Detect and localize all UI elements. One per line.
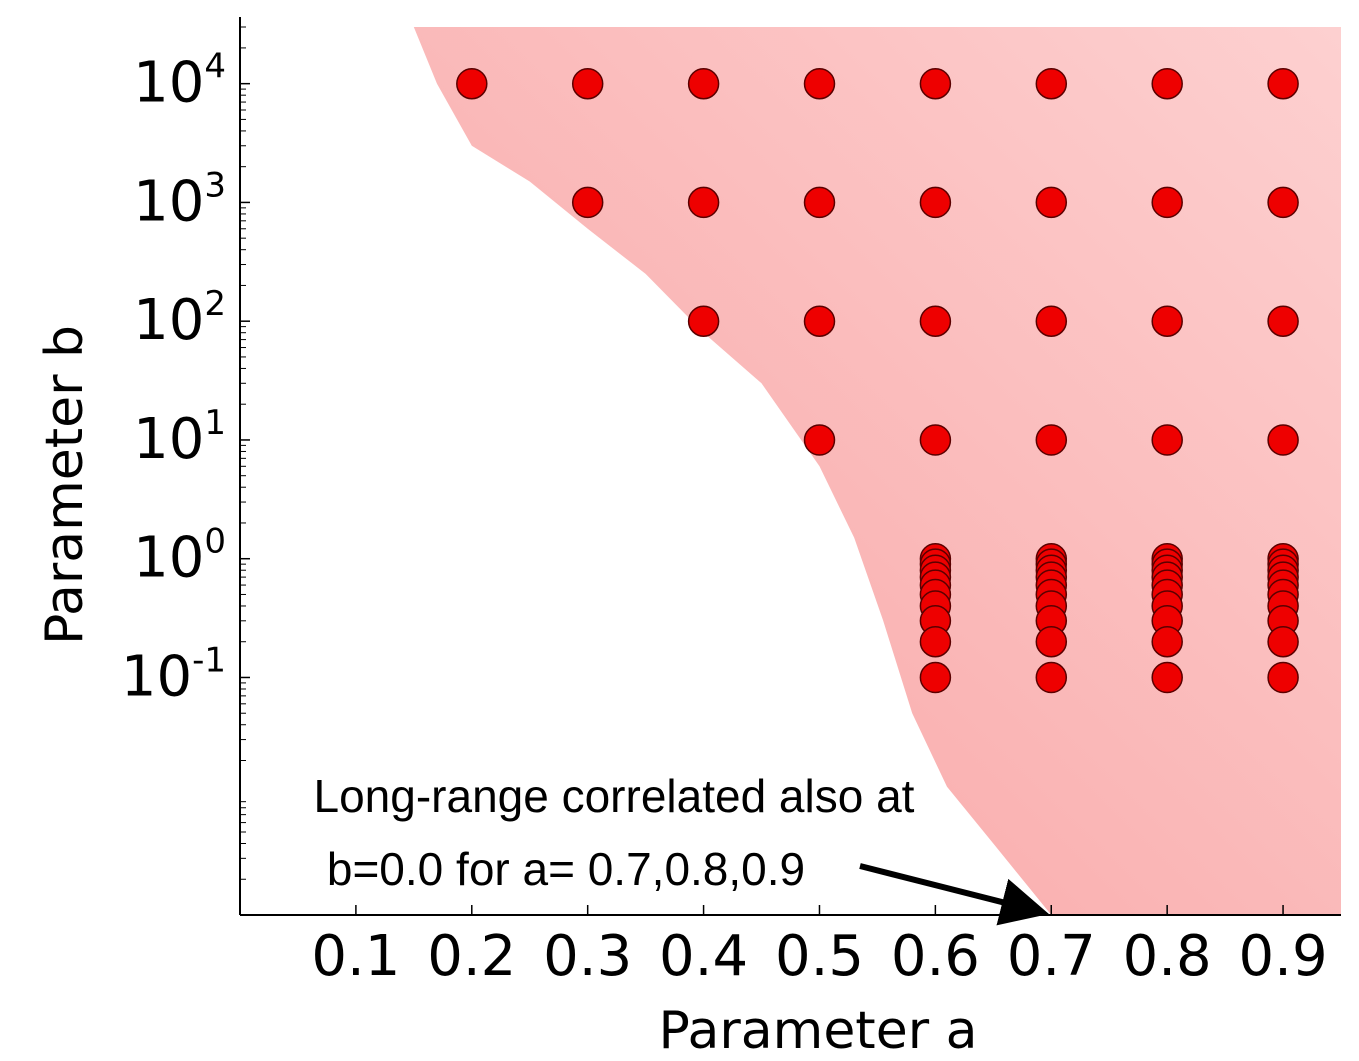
data-point — [1151, 305, 1183, 337]
annotation-line-2: b=0.0 for a= 0.7,0.8,0.9 — [327, 843, 805, 895]
data-point — [803, 424, 836, 456]
x-tick-label: 0.3 — [543, 924, 632, 989]
data-point — [1267, 625, 1299, 658]
annotation-arrow — [859, 863, 1049, 926]
data-point — [1151, 186, 1183, 219]
data-point — [1035, 424, 1068, 456]
data-point — [1035, 67, 1068, 100]
y-tick-label: 102 — [133, 284, 226, 353]
data-points — [456, 67, 1299, 694]
x-tick-label: 0.8 — [1123, 924, 1212, 989]
data-point — [803, 67, 836, 100]
y-tick-label: 10-1 — [121, 640, 226, 709]
data-point — [1151, 625, 1183, 658]
x-tick-label: 0.7 — [1007, 924, 1096, 989]
annotation-line-1: Long-range correlated also at — [314, 770, 915, 822]
x-tick-label: 0.9 — [1239, 924, 1328, 989]
data-point — [1151, 67, 1183, 100]
x-axis-label: Parameter a — [659, 1001, 978, 1061]
correlated-region — [413, 27, 1341, 915]
data-point — [1035, 305, 1068, 337]
data-point — [1267, 305, 1299, 337]
data-point — [687, 186, 720, 219]
data-point — [803, 186, 836, 219]
data-point — [571, 67, 604, 100]
y-tick-label: 101 — [133, 403, 226, 472]
data-point — [919, 67, 952, 100]
x-tick-label: 0.5 — [775, 924, 864, 989]
x-tick-label: 0.1 — [311, 924, 400, 989]
y-tick-label: 104 — [133, 47, 226, 116]
data-point — [1267, 67, 1299, 100]
data-point — [919, 186, 952, 219]
y-tick-label: 100 — [133, 522, 226, 591]
x-tick-label: 0.2 — [427, 924, 516, 989]
data-point — [456, 67, 488, 100]
annotation: Long-range correlated also at b=0.0 for … — [314, 770, 1049, 926]
data-point — [919, 305, 952, 337]
axes: 0.1 0.2 0.3 0.4 0.5 0.6 0.7 0.8 0.9 104 103 102 101 1… — [121, 17, 1341, 989]
data-point — [1035, 625, 1068, 658]
x-tick-label: 0.6 — [891, 924, 980, 989]
data-point — [919, 424, 952, 456]
data-point — [803, 305, 836, 337]
data-point — [571, 186, 604, 219]
data-point — [1151, 424, 1183, 456]
data-point — [1151, 661, 1183, 694]
data-point — [919, 661, 952, 694]
data-point — [1267, 661, 1299, 694]
data-point — [1035, 661, 1068, 694]
y-axis-label: Parameter b — [35, 325, 95, 645]
data-point — [687, 67, 720, 100]
correlated-region-layer — [413, 27, 1341, 915]
data-point — [687, 305, 720, 337]
y-tick-label: 103 — [133, 165, 226, 234]
data-point — [1267, 186, 1299, 219]
data-point — [1267, 424, 1299, 456]
x-tick-label: 0.4 — [659, 924, 748, 989]
data-point — [919, 625, 952, 658]
data-point — [1035, 186, 1068, 219]
